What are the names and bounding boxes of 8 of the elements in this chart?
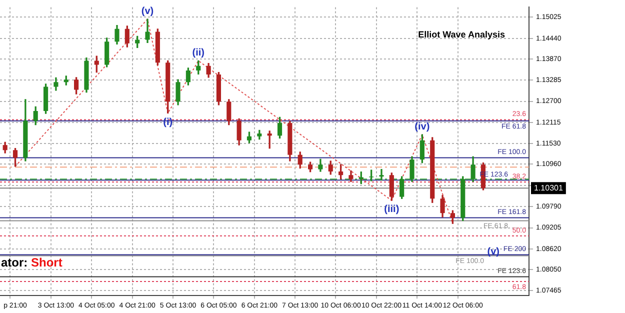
text: Elliot Wave Analysis <box>418 30 505 40</box>
annotation: (v) <box>141 6 154 17</box>
annotation: 1.10301 <box>534 183 564 192</box>
annotation: (iii) <box>384 204 400 216</box>
annotation: (ii) <box>192 48 204 59</box>
annotation: (iv) <box>414 121 430 132</box>
annotation: ator: Short <box>1 255 62 270</box>
candlestick <box>379 168 384 180</box>
